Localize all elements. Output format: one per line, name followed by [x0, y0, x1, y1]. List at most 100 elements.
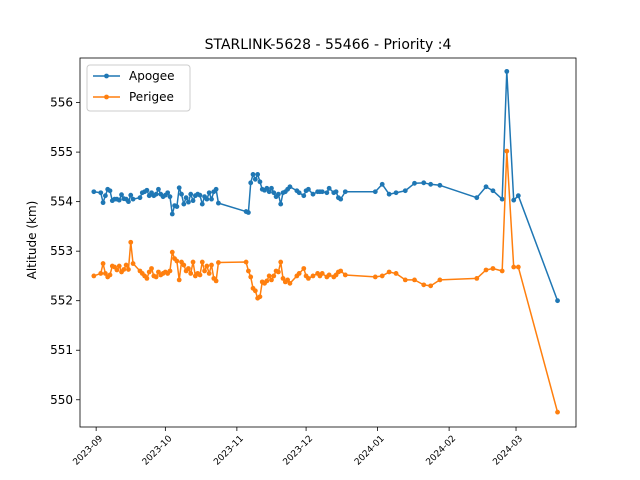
- perigee-point: [190, 259, 196, 265]
- apogee-point: [167, 194, 173, 200]
- perigee-point: [428, 283, 434, 289]
- perigee-point: [515, 264, 521, 270]
- apogee-point: [301, 193, 307, 199]
- perigee-point: [271, 273, 277, 279]
- y-tick-label: 552: [50, 294, 73, 308]
- apogee-point: [197, 192, 203, 198]
- apogee-point: [504, 68, 510, 74]
- chart-title: STARLINK-5628 - 55466 - Priority :4: [205, 37, 452, 53]
- y-tick-label: 554: [50, 195, 73, 209]
- apogee-point: [278, 201, 284, 207]
- apogee-point: [490, 188, 496, 194]
- apogee-point: [107, 188, 113, 194]
- apogee-point: [209, 196, 214, 202]
- apogee-point: [266, 189, 272, 195]
- perigee-point: [296, 271, 302, 276]
- perigee-point: [188, 271, 194, 276]
- perigee-point: [91, 273, 97, 279]
- apogee-point: [379, 181, 385, 187]
- apogee-point: [137, 195, 143, 201]
- perigee-point: [499, 268, 505, 274]
- apogee-point: [165, 190, 171, 196]
- apogee-point: [287, 184, 293, 190]
- perigee-point: [280, 276, 286, 281]
- apogee-point: [252, 176, 258, 182]
- perigee-point: [246, 268, 251, 274]
- perigee-point: [402, 277, 408, 283]
- perigee-point: [98, 271, 104, 276]
- apogee-point: [428, 181, 434, 187]
- perigee-point: [319, 271, 325, 276]
- perigee-point: [248, 274, 254, 280]
- apogee-point: [128, 192, 134, 198]
- perigee-point: [386, 269, 392, 275]
- perigee-point: [252, 288, 258, 294]
- apogee-point: [100, 200, 106, 206]
- perigee-point: [301, 266, 307, 271]
- perigee-point: [421, 282, 427, 288]
- apogee-point: [319, 189, 325, 195]
- apogee-point: [372, 189, 378, 195]
- perigee-point: [197, 272, 203, 278]
- perigee-point: [511, 264, 517, 270]
- apogee-point: [144, 187, 150, 193]
- apogee-point: [511, 197, 517, 203]
- perigee-point: [269, 277, 274, 283]
- perigee-point: [116, 263, 122, 269]
- perigee-point: [393, 271, 399, 276]
- apogee-point: [310, 191, 316, 197]
- perigee-point: [379, 273, 385, 279]
- perigee-point: [167, 268, 173, 274]
- apogee-point: [183, 195, 189, 201]
- apogee-point: [269, 185, 274, 191]
- perigee-point: [169, 249, 175, 255]
- perigee-point: [213, 278, 219, 284]
- apogee-point: [119, 192, 124, 198]
- perigee-point: [310, 273, 316, 279]
- apogee-point: [515, 193, 521, 199]
- apogee-point: [250, 172, 256, 177]
- apogee-point: [186, 199, 191, 205]
- perigee-point: [121, 267, 127, 272]
- apogee-point: [176, 185, 182, 191]
- apogee-point: [98, 190, 104, 196]
- plot-frame: [79, 57, 577, 428]
- y-tick-label: 556: [50, 96, 73, 110]
- apogee-point: [188, 191, 194, 197]
- apogee-point: [499, 196, 505, 202]
- perigee-point: [276, 269, 281, 275]
- apogee-point: [333, 189, 339, 195]
- perigee-point: [555, 409, 560, 415]
- perigee-point: [285, 277, 291, 283]
- legend-label-apogee: Apogee: [129, 69, 175, 83]
- perigee-point: [186, 266, 191, 271]
- apogee-point: [255, 172, 261, 177]
- perigee-point: [176, 277, 182, 283]
- perigee-point: [107, 272, 113, 278]
- apogee-point: [555, 298, 560, 304]
- apogee-point: [271, 190, 277, 196]
- perigee-point: [149, 266, 154, 271]
- perigee-point: [146, 269, 152, 275]
- perigee-point: [114, 267, 120, 273]
- apogee-point: [402, 188, 408, 194]
- perigee-point: [216, 260, 221, 265]
- apogee-point: [204, 196, 210, 202]
- perigee-point: [437, 277, 443, 283]
- apogee-point: [257, 179, 263, 185]
- perigee-point: [412, 277, 417, 283]
- apogee-point: [213, 186, 219, 192]
- apogee-point: [326, 185, 332, 191]
- perigee-point: [305, 276, 311, 281]
- apogee-point: [324, 190, 330, 196]
- perigee-point: [100, 261, 106, 266]
- perigee-point: [204, 263, 210, 269]
- apogee-point: [181, 201, 187, 207]
- apogee-point: [421, 180, 427, 186]
- apogee-point: [126, 199, 131, 205]
- apogee-point: [153, 191, 159, 197]
- perigee-point: [144, 276, 150, 281]
- perigee-point: [264, 278, 270, 284]
- apogee-point: [483, 184, 489, 190]
- apogee-point: [296, 190, 302, 196]
